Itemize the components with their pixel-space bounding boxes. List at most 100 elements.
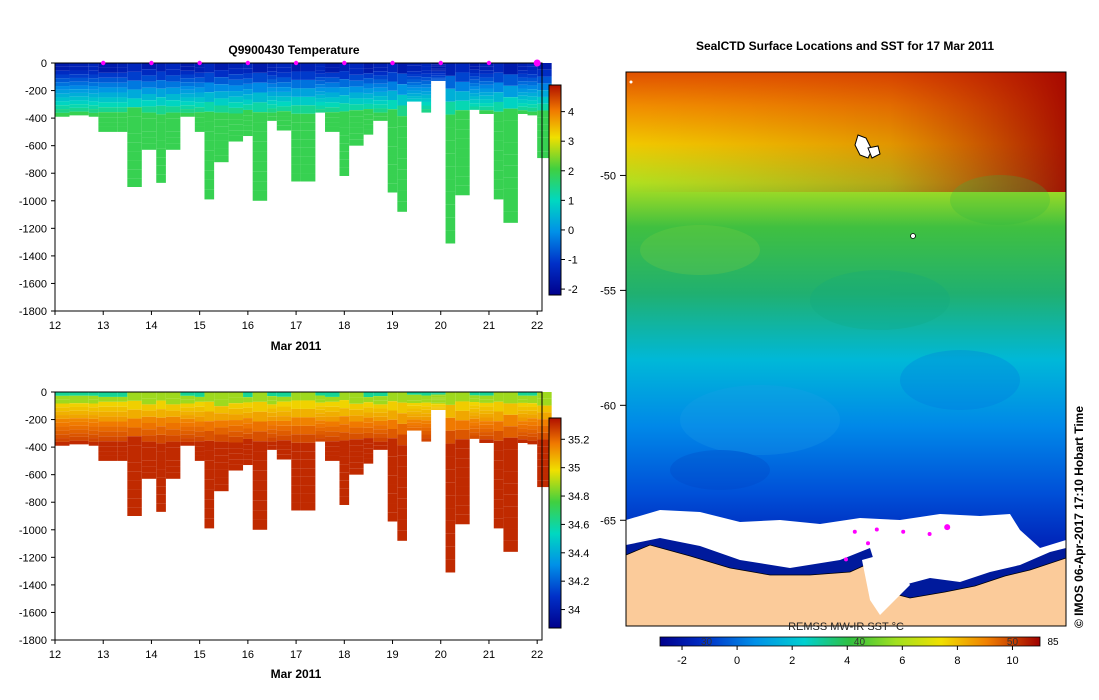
profile-cell — [156, 460, 166, 470]
profile-cell — [527, 440, 538, 445]
profile-cell — [69, 421, 89, 426]
profile-cell — [204, 150, 215, 161]
profile-cell — [252, 401, 268, 412]
profile-cell — [156, 417, 166, 427]
colorbar-tick-label: -2 — [568, 284, 578, 296]
profile-cell — [243, 438, 253, 445]
latitude-axis: -50 -55 -60 -65 — [600, 170, 626, 527]
profile-cell — [156, 140, 166, 149]
profile-cell — [406, 403, 422, 406]
profile-cell — [387, 438, 398, 448]
profile-cell — [252, 112, 268, 123]
profile-cell — [127, 169, 142, 179]
profile-cell — [339, 456, 350, 465]
profile-cell — [55, 422, 70, 427]
profile-cell — [69, 433, 89, 437]
profile-cell — [300, 113, 316, 123]
profile-cell — [517, 95, 528, 100]
profile-cell — [363, 448, 374, 454]
profile-cell — [339, 143, 350, 152]
profile-cell — [228, 96, 244, 103]
colorbar-tick-label: 34 — [568, 605, 580, 617]
colorbar-tick-label: 0 — [568, 225, 574, 237]
profile-cell — [387, 410, 398, 420]
profile-cell — [479, 110, 494, 114]
profile-cell — [194, 455, 205, 461]
profile-cell — [315, 63, 326, 67]
profile-cell — [204, 430, 215, 441]
profile-cell — [88, 438, 99, 442]
profile-column — [363, 63, 374, 135]
profile-cell — [339, 63, 350, 72]
profile-cell — [406, 425, 422, 428]
profile-cell — [469, 93, 480, 97]
profile-cell — [537, 439, 552, 447]
depth-tick-label: -1600 — [19, 278, 47, 290]
profile-cell — [421, 413, 432, 417]
profile-cell — [88, 82, 99, 87]
profile-cell — [339, 392, 350, 401]
profile-cell — [194, 72, 205, 78]
profile-cell — [493, 92, 504, 102]
profile-cell — [214, 413, 229, 421]
profile-cell — [517, 395, 528, 400]
profile-cell — [127, 125, 142, 134]
profile-cell — [431, 395, 446, 398]
profile-cell — [493, 101, 504, 112]
profile-cell — [363, 129, 374, 135]
profile-cell — [373, 425, 388, 430]
profile-cell — [98, 431, 118, 437]
profile-cell — [479, 95, 494, 100]
depth-tick-label: -800 — [25, 497, 47, 509]
profile-cell — [315, 87, 326, 92]
profile-cell — [455, 129, 470, 139]
profile-cell — [469, 408, 480, 413]
profile-cell — [325, 411, 340, 417]
profile-column — [431, 63, 446, 81]
profile-cell — [397, 169, 407, 180]
profile-cell — [387, 109, 398, 119]
profile-cell — [276, 82, 292, 88]
profile-cell — [373, 420, 388, 426]
profile-cell — [98, 67, 118, 73]
profile-cell — [445, 153, 456, 167]
profile-cell — [537, 96, 552, 104]
profile-cell — [315, 91, 326, 95]
profile-cell — [252, 431, 268, 442]
profile-cell — [406, 90, 422, 94]
profile-cell — [363, 402, 374, 408]
profile-cell — [243, 397, 253, 403]
profile-cell — [69, 406, 89, 411]
profile-cell — [156, 477, 166, 487]
profile-column — [455, 392, 470, 525]
profile-cell — [363, 412, 374, 418]
profile-cell — [204, 72, 215, 83]
profile-cell — [349, 80, 364, 87]
profile-cell — [445, 559, 456, 573]
depth-tick-label: -1400 — [19, 251, 47, 263]
profile-cell — [517, 439, 528, 443]
profile-cell — [141, 131, 157, 138]
profile-cell — [300, 485, 316, 494]
profile-cell — [141, 143, 157, 150]
sst-colorbar — [659, 636, 1041, 647]
profile-cell — [537, 69, 552, 77]
profile-cell — [194, 451, 205, 456]
profile-cell — [537, 432, 552, 440]
profile-cell — [276, 392, 292, 397]
profile-cell — [455, 157, 470, 167]
profile-cell — [387, 484, 398, 494]
profile-cell — [503, 120, 518, 132]
profile-cell — [204, 479, 215, 490]
profile-cell — [455, 81, 470, 92]
profile-cell — [373, 116, 388, 121]
profile-cell — [469, 79, 480, 84]
profile-cell — [156, 80, 166, 89]
profile-cell — [180, 63, 195, 67]
profile-cell — [141, 398, 157, 405]
profile-cell — [194, 431, 205, 437]
profile-cell — [339, 167, 350, 176]
profile-cell — [88, 411, 99, 416]
profile-column — [421, 63, 432, 113]
profile-cell — [228, 464, 244, 471]
